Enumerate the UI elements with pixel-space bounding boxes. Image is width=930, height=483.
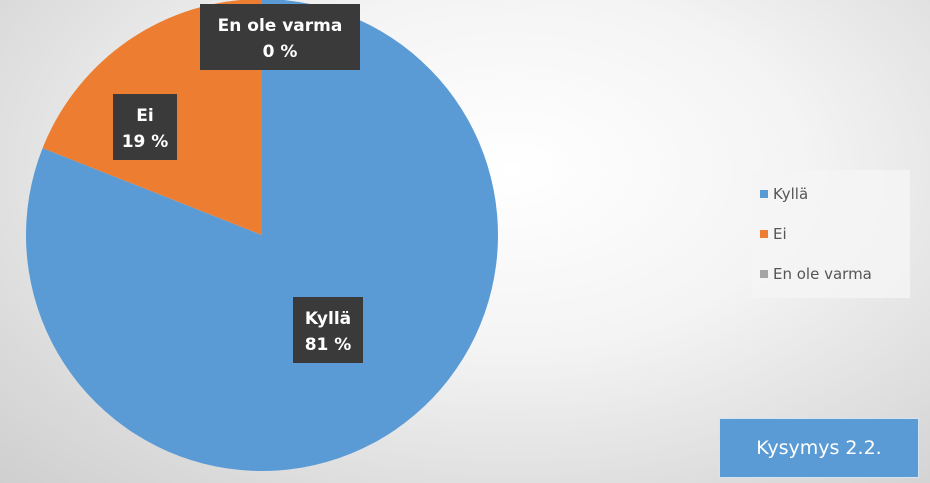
legend: Kyllä Ei En ole varma <box>752 170 910 298</box>
legend-item-en-ole-varma: En ole varma <box>760 265 910 283</box>
data-label-category-ei: Ei <box>136 106 153 126</box>
data-label-en-ole-varma: En ole varma 0 % <box>200 4 360 70</box>
legend-label-kylla: Kyllä <box>773 185 809 203</box>
data-label-category-kylla: Kyllä <box>305 309 351 329</box>
data-label-value-kylla: 81 % <box>305 335 352 355</box>
legend-item-kylla: Kyllä <box>760 185 910 203</box>
pie-slice-kylla <box>26 0 499 471</box>
pie-data-labels: Kyllä 81 % Ei 19 % En ole varma 0 % <box>113 4 363 363</box>
data-label-kylla: Kyllä 81 % <box>293 297 363 363</box>
data-label-ei: Ei 19 % <box>113 94 177 160</box>
data-label-value-en-ole-varma: 0 % <box>263 42 298 62</box>
question-badge: Kysymys 2.2. <box>719 418 919 478</box>
legend-item-ei: Ei <box>760 225 910 243</box>
legend-label-en-ole-varma: En ole varma <box>773 265 872 283</box>
data-label-box-en-ole-varma <box>200 4 360 70</box>
data-label-box-ei <box>113 94 177 160</box>
data-label-box-kylla <box>293 297 363 363</box>
data-label-value-ei: 19 % <box>122 132 169 152</box>
data-label-category-en-ole-varma: En ole varma <box>218 16 343 36</box>
legend-swatch-ei <box>760 230 768 238</box>
legend-swatch-en-ole-varma <box>760 270 768 278</box>
legend-swatch-kylla <box>760 190 768 198</box>
legend-label-ei: Ei <box>773 225 787 243</box>
pie-slices <box>26 0 499 471</box>
